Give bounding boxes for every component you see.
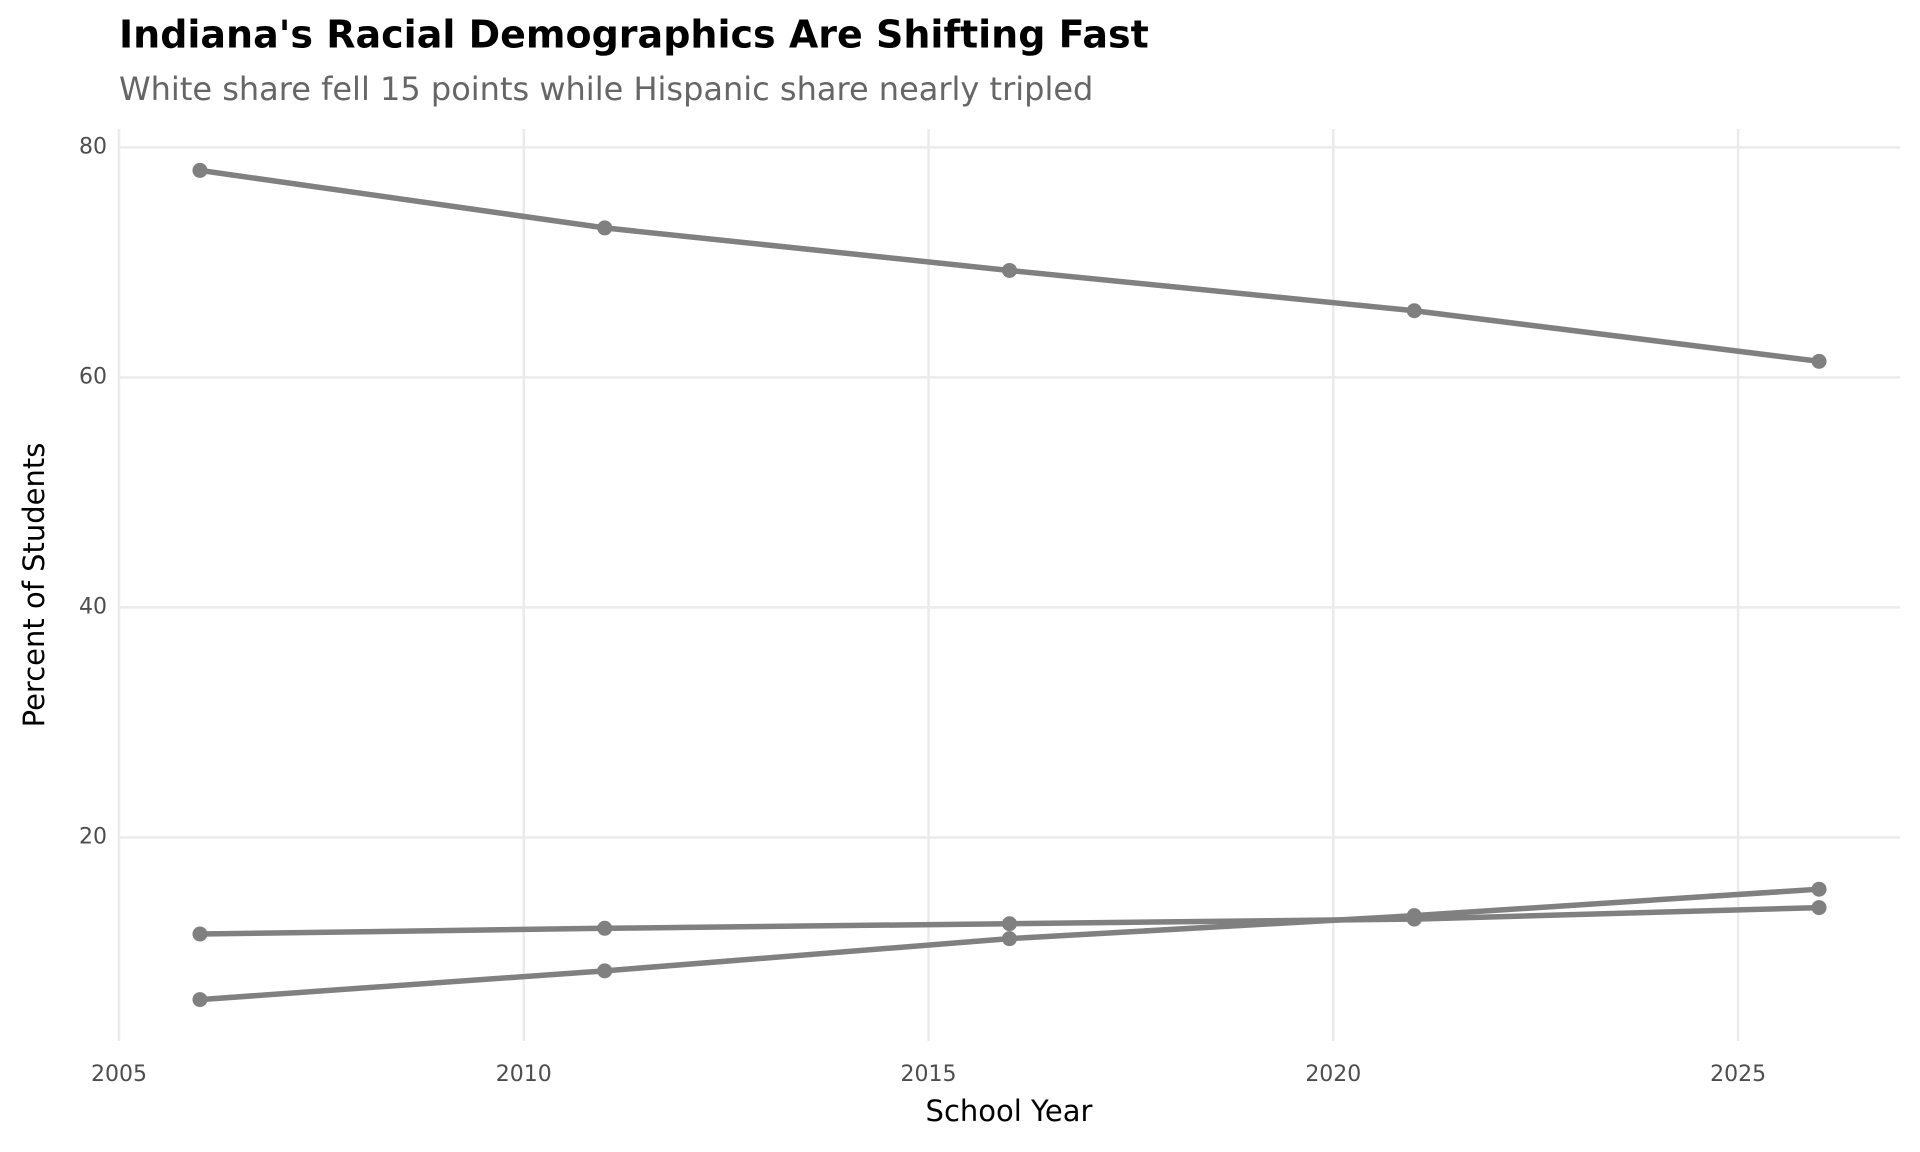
data-point bbox=[1002, 931, 1017, 947]
data-point bbox=[1002, 262, 1017, 278]
y-tick-label: 40 bbox=[79, 594, 107, 619]
x-tick-label: 2005 bbox=[91, 1062, 147, 1087]
chart-title: Indiana's Racial Demographics Are Shifti… bbox=[119, 13, 1149, 57]
data-point bbox=[1811, 881, 1827, 897]
x-tick-label: 2020 bbox=[1305, 1062, 1361, 1087]
y-tick-label: 20 bbox=[79, 824, 107, 849]
x-tick-label: 2015 bbox=[901, 1062, 957, 1087]
x-tick-label: 2025 bbox=[1710, 1062, 1766, 1087]
chart-subtitle: White share fell 15 points while Hispani… bbox=[119, 70, 1093, 108]
x-tick-label: 2010 bbox=[496, 1062, 552, 1087]
data-point bbox=[1406, 908, 1422, 924]
data-point bbox=[597, 920, 613, 936]
data-point bbox=[192, 926, 208, 942]
data-point bbox=[1002, 916, 1017, 932]
x-axis-title: School Year bbox=[926, 1094, 1093, 1128]
y-axis-title: Percent of Students bbox=[17, 443, 51, 728]
data-point bbox=[1811, 353, 1827, 369]
data-point bbox=[597, 963, 613, 979]
data-point bbox=[597, 220, 613, 236]
data-point bbox=[192, 992, 208, 1008]
data-point bbox=[1811, 900, 1827, 916]
y-tick-label: 80 bbox=[79, 134, 107, 159]
y-tick-label: 60 bbox=[79, 364, 107, 389]
data-point bbox=[1406, 303, 1422, 319]
data-point bbox=[192, 162, 208, 178]
